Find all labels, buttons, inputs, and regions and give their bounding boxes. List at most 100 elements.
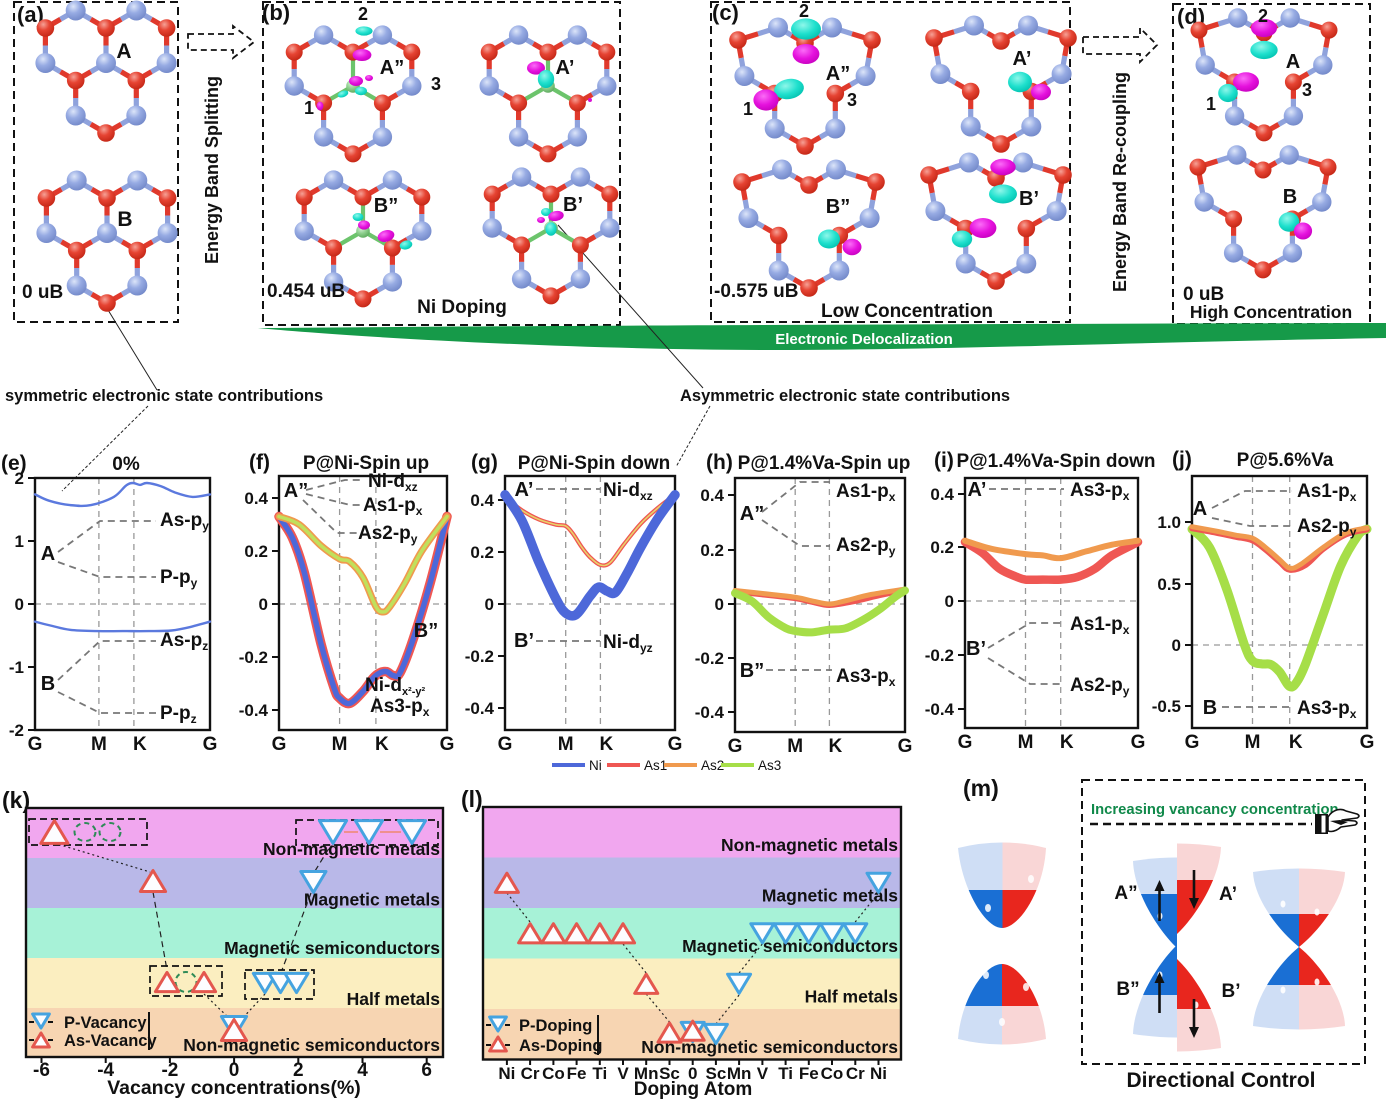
svg-text:M: M (1018, 732, 1034, 753)
svg-text:B’: B’ (563, 194, 583, 216)
svg-text:-6: -6 (33, 1060, 50, 1081)
svg-text:Half metals: Half metals (805, 987, 899, 1007)
svg-text:-2: -2 (161, 1060, 178, 1081)
svg-text:Ni Doping: Ni Doping (417, 297, 507, 318)
svg-text:G: G (1185, 732, 1200, 753)
svg-text:P-py: P-py (160, 567, 198, 590)
svg-text:1.0: 1.0 (1157, 513, 1181, 532)
svg-text:B”: B” (414, 620, 438, 642)
svg-text:K: K (133, 734, 147, 755)
svg-text:0.4: 0.4 (244, 489, 268, 508)
svg-text:-0.4: -0.4 (695, 703, 725, 722)
svg-text:0%: 0% (112, 454, 140, 475)
svg-text:0.2: 0.2 (244, 542, 268, 561)
svg-text:G: G (272, 734, 287, 755)
svg-text:A”: A” (1114, 883, 1137, 904)
svg-text:A’: A’ (1219, 884, 1237, 905)
svg-text:As3-px: As3-px (1070, 480, 1130, 503)
svg-text:A’: A’ (968, 479, 987, 501)
svg-text:B’: B’ (1222, 981, 1241, 1002)
svg-text:As2-py: As2-py (1070, 675, 1130, 698)
svg-text:(e): (e) (1, 452, 27, 475)
svg-text:2: 2 (358, 4, 368, 24)
svg-text:Asymmetric electronic state co: Asymmetric electronic state contribution… (680, 387, 1010, 405)
svg-text:A’: A’ (515, 479, 534, 501)
svg-text:Co: Co (542, 1064, 565, 1083)
svg-text:B’: B’ (966, 638, 986, 660)
svg-text:M: M (558, 734, 574, 755)
svg-text:-1: -1 (9, 658, 24, 677)
svg-text:(i): (i) (934, 449, 954, 472)
svg-text:(b): (b) (262, 0, 290, 25)
svg-text:A: A (1286, 51, 1300, 73)
svg-text:1: 1 (304, 98, 314, 118)
svg-text:(m): (m) (963, 775, 999, 801)
svg-text:0.2: 0.2 (470, 543, 494, 562)
svg-text:Sc: Sc (706, 1064, 727, 1083)
svg-text:Half metals: Half metals (347, 989, 441, 1009)
svg-text:K: K (829, 736, 843, 757)
svg-text:B: B (1283, 186, 1297, 208)
svg-text:P@Ni-Spin up: P@Ni-Spin up (303, 453, 429, 474)
svg-text:1: 1 (1206, 94, 1216, 114)
svg-text:Vacancy concentrations(%): Vacancy concentrations(%) (107, 1077, 361, 1099)
svg-text:A: A (1193, 498, 1207, 520)
svg-text:M: M (1245, 732, 1261, 753)
svg-text:0.4: 0.4 (930, 485, 954, 504)
svg-text:0: 0 (1172, 636, 1181, 655)
svg-text:High Concentration: High Concentration (1190, 302, 1352, 322)
svg-text:-0.4: -0.4 (465, 699, 495, 718)
svg-text:3: 3 (847, 90, 857, 110)
svg-text:P@1.4%Va-Spin up: P@1.4%Va-Spin up (738, 453, 911, 474)
svg-text:2: 2 (1258, 6, 1268, 26)
svg-text:-0.4: -0.4 (239, 701, 269, 720)
svg-text:As2-py: As2-py (358, 523, 418, 546)
svg-text:As1-px: As1-px (1070, 614, 1130, 637)
svg-text:As-pz: As-pz (160, 630, 208, 653)
svg-text:Low Concentration: Low Concentration (821, 301, 993, 322)
svg-text:M: M (787, 736, 803, 757)
svg-text:B”: B” (1116, 979, 1139, 1000)
svg-text:B”: B” (740, 660, 764, 682)
svg-text:Magnetic metals: Magnetic metals (304, 890, 440, 910)
svg-text:M: M (332, 734, 348, 755)
svg-text:As3-px: As3-px (1297, 698, 1357, 721)
svg-text:Increasing vancancy concentrat: Increasing vancancy concentration (1091, 802, 1339, 818)
svg-text:(j): (j) (1172, 448, 1192, 471)
svg-text:3: 3 (431, 74, 441, 94)
svg-text:2: 2 (293, 1060, 304, 1081)
svg-text:Magnetic metals: Magnetic metals (762, 886, 898, 906)
svg-text:0.454 uB: 0.454 uB (267, 281, 345, 302)
svg-text:P@Ni-Spin down: P@Ni-Spin down (518, 453, 671, 474)
svg-text:A”: A” (284, 480, 308, 502)
svg-text:A’: A’ (556, 57, 575, 79)
svg-text:B’: B’ (514, 630, 534, 652)
svg-text:P@1.4%Va-Spin down: P@1.4%Va-Spin down (956, 451, 1155, 472)
svg-text:0: 0 (229, 1060, 240, 1081)
svg-text:B: B (1203, 697, 1217, 719)
svg-text:G: G (1131, 732, 1146, 753)
svg-text:Ti: Ti (592, 1064, 607, 1083)
svg-text:K: K (375, 734, 389, 755)
svg-text:Co: Co (821, 1064, 844, 1083)
svg-text:Fe: Fe (567, 1064, 587, 1083)
svg-text:-0.5: -0.5 (1152, 697, 1181, 716)
svg-text:A”: A” (826, 63, 850, 85)
svg-text:G: G (1360, 732, 1375, 753)
svg-text:Magnetic semiconductors: Magnetic semiconductors (224, 938, 440, 958)
svg-text:G: G (440, 734, 455, 755)
svg-text:1: 1 (15, 532, 24, 551)
svg-text:Doping Atom: Doping Atom (634, 1079, 753, 1100)
svg-text:Cr: Cr (846, 1064, 865, 1083)
svg-text:B: B (41, 673, 55, 695)
svg-text:2: 2 (15, 469, 24, 488)
svg-text:As-py: As-py (160, 510, 209, 533)
svg-text:As-Doping: As-Doping (519, 1037, 602, 1055)
svg-text:Directional Control: Directional Control (1126, 1069, 1315, 1092)
svg-text:G: G (898, 736, 913, 757)
svg-text:0.5: 0.5 (1157, 575, 1181, 594)
svg-text:Ni: Ni (589, 758, 602, 773)
svg-text:Energy Band Splitting: Energy Band Splitting (202, 76, 222, 264)
svg-text:(c): (c) (712, 0, 739, 25)
svg-text:-0.4: -0.4 (925, 700, 955, 719)
